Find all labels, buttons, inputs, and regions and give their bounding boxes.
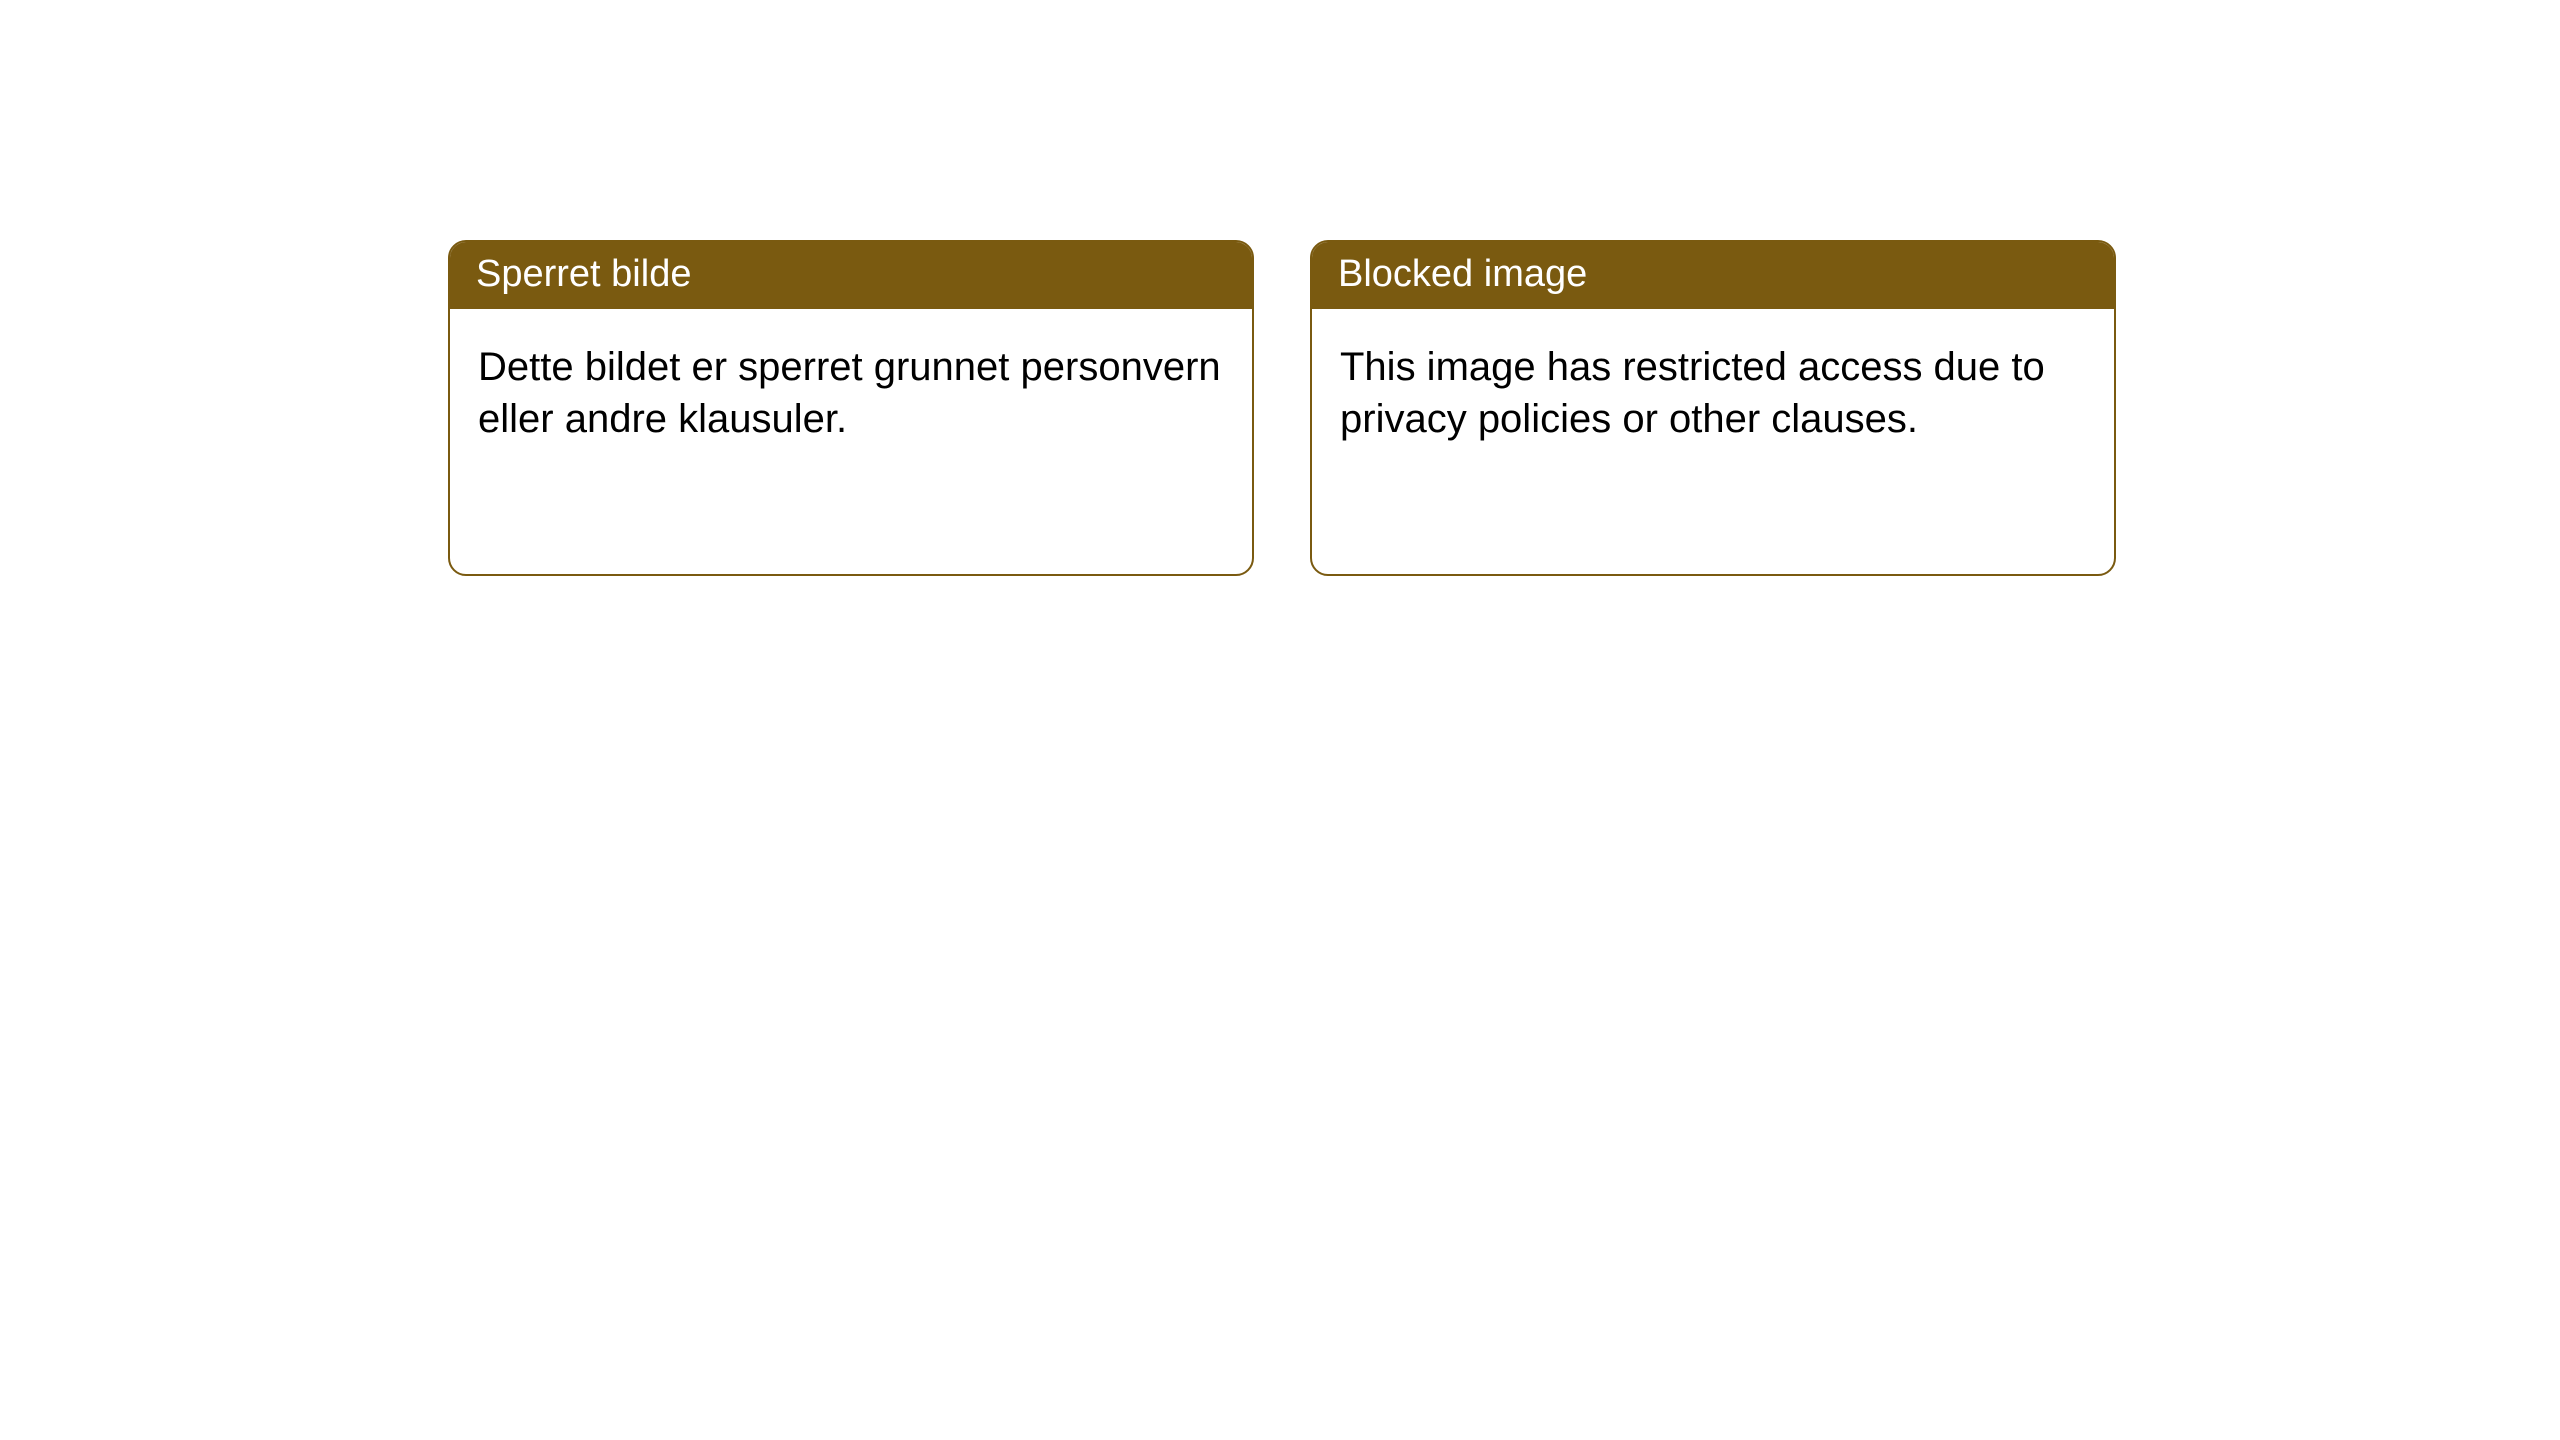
notices-container: Sperret bilde Dette bildet er sperret gr…	[0, 0, 2560, 576]
notice-body-text: Dette bildet er sperret grunnet personve…	[478, 345, 1221, 441]
notice-body-text: This image has restricted access due to …	[1340, 345, 2045, 441]
notice-header: Blocked image	[1312, 242, 2114, 309]
notice-body: This image has restricted access due to …	[1312, 309, 2114, 477]
notice-title: Sperret bilde	[476, 253, 691, 295]
notice-title: Blocked image	[1338, 253, 1587, 295]
notice-card-norwegian: Sperret bilde Dette bildet er sperret gr…	[448, 240, 1254, 576]
notice-body: Dette bildet er sperret grunnet personve…	[450, 309, 1252, 477]
notice-header: Sperret bilde	[450, 242, 1252, 309]
notice-card-english: Blocked image This image has restricted …	[1310, 240, 2116, 576]
